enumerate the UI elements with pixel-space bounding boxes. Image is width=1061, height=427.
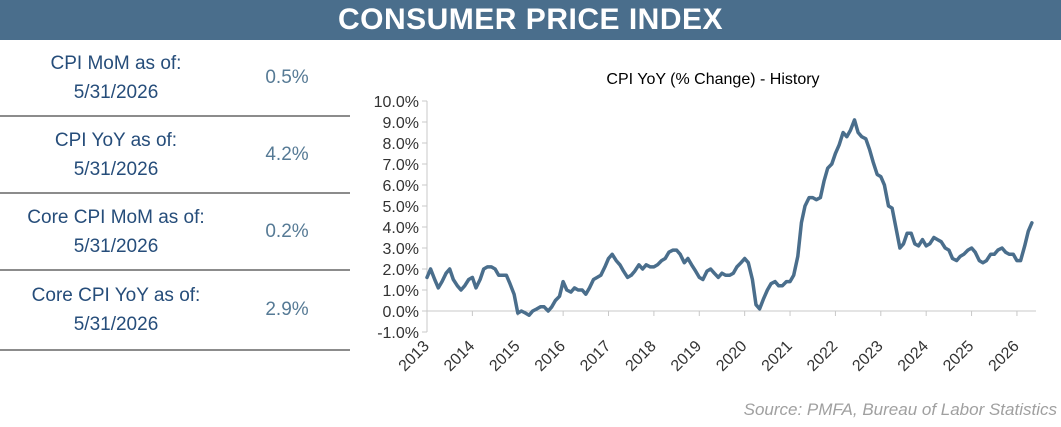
y-tick-label: 6.0%: [383, 178, 419, 195]
x-tick-label: 2025: [940, 338, 977, 375]
stat-label-date: 5/31/2026: [73, 314, 159, 335]
stats-panel: CPI MoM as of: 5/31/2026 0.5% CPI YoY as…: [0, 40, 350, 351]
chart-svg: CPI YoY (% Change) - History 10.0% 9.0% 8.…: [374, 71, 1036, 375]
x-tick-label: 2013: [396, 338, 433, 375]
y-axis: 10.0% 9.0% 8.0% 7.0% 6.0% 5.0% 4.0% 3.0% 2.0% 1.0…: [374, 94, 428, 342]
x-tick-label: 2019: [668, 338, 705, 375]
stat-label-date: 5/31/2026: [73, 81, 159, 103]
x-tick-label: 2017: [577, 338, 614, 375]
stat-value: 2.9%: [265, 299, 309, 320]
stat-label-line1: Core CPI YoY as of:: [31, 285, 201, 306]
y-tick-label: 10.0%: [374, 94, 419, 111]
y-tick-label: 5.0%: [383, 199, 419, 216]
y-tick-label: 1.0%: [383, 283, 419, 300]
y-tick-label: 8.0%: [383, 136, 419, 153]
y-tick-label: 7.0%: [383, 157, 419, 174]
stat-label: CPI YoY as of: 5/31/2026: [0, 117, 232, 192]
x-axis: 2013 2014 2015 2016 2017 2018 2019 2020 2021 2022…: [396, 310, 1036, 375]
plot-area: [425, 118, 1034, 317]
x-tick-label: 2024: [895, 338, 932, 375]
stat-value: 0.5%: [265, 66, 309, 88]
x-tick-label: 2016: [532, 338, 569, 375]
stat-label: CPI MoM as of: 5/31/2026: [0, 40, 232, 115]
stat-row-core-cpi-yoy: Core CPI YoY as of: 5/31/2026 2.9%: [0, 271, 350, 351]
stat-row-cpi-mom: CPI MoM as of: 5/31/2026 0.5%: [0, 40, 350, 117]
stat-label-line1: CPI MoM as of:: [50, 52, 182, 74]
stat-value: 4.2%: [265, 143, 309, 165]
x-tick-label: 2014: [441, 338, 478, 375]
y-tick-label: -1.0%: [377, 325, 419, 342]
stat-label: Core CPI MoM as of: 5/31/2026: [0, 194, 232, 269]
stat-label: Core CPI YoY as of: 5/31/2026: [0, 271, 232, 349]
source-note: Source: PMFA, Bureau of Labor Statistics: [743, 400, 1057, 419]
y-tick-label: 0.0%: [383, 304, 419, 321]
x-tick-label: 2021: [759, 338, 796, 375]
cpi-yoy-chart: CPI YoY (% Change) - History 10.0% 9.0% 8.…: [352, 58, 1061, 422]
y-tick-label: 4.0%: [383, 220, 419, 237]
x-tick-label: 2018: [623, 338, 660, 375]
stat-label-date: 5/31/2026: [73, 235, 159, 257]
y-tick-label: 2.0%: [383, 262, 419, 279]
x-tick-label: 2026: [986, 338, 1023, 375]
x-tick-label: 2023: [849, 338, 886, 375]
x-tick-label: 2022: [804, 338, 841, 375]
y-tick-label: 9.0%: [383, 115, 419, 132]
chart-title: CPI YoY (% Change) - History: [606, 71, 819, 88]
x-tick-label: 2020: [713, 338, 750, 375]
stat-label-date: 5/31/2026: [73, 158, 159, 180]
stat-label-line1: Core CPI MoM as of:: [27, 206, 205, 228]
stat-row-cpi-yoy: CPI YoY as of: 5/31/2026 4.2%: [0, 117, 350, 194]
stat-row-core-cpi-mom: Core CPI MoM as of: 5/31/2026 0.2%: [0, 194, 350, 271]
y-tick-label: 3.0%: [383, 241, 419, 258]
page-title: CONSUMER PRICE INDEX: [0, 0, 1061, 40]
x-tick-label: 2015: [486, 338, 523, 375]
stat-label-line1: CPI YoY as of:: [54, 129, 178, 151]
stat-value: 0.2%: [265, 220, 309, 242]
cpi-yoy-series-line: [425, 118, 1034, 317]
